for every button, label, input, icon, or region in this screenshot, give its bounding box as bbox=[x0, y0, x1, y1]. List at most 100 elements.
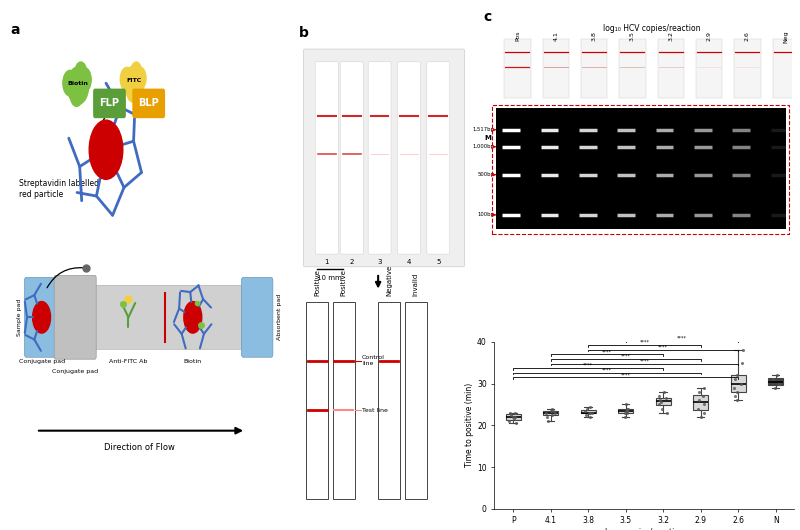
Text: 4.1: 4.1 bbox=[554, 31, 558, 41]
Point bbox=[586, 409, 598, 417]
Bar bbox=[773, 39, 799, 98]
Text: Pos: Pos bbox=[515, 31, 520, 41]
Point bbox=[546, 404, 558, 413]
Point bbox=[693, 388, 706, 396]
FancyBboxPatch shape bbox=[54, 276, 96, 359]
Bar bbox=[333, 302, 354, 499]
Point bbox=[653, 400, 666, 409]
Text: Absorbent pad: Absorbent pad bbox=[277, 294, 282, 340]
PathPatch shape bbox=[543, 411, 558, 416]
FancyBboxPatch shape bbox=[93, 89, 126, 118]
Point bbox=[655, 398, 668, 407]
Text: c: c bbox=[483, 10, 491, 24]
Text: 3: 3 bbox=[378, 259, 382, 264]
Point bbox=[548, 409, 561, 417]
Point bbox=[619, 400, 632, 409]
Text: 3.5: 3.5 bbox=[630, 31, 635, 41]
Point bbox=[660, 394, 673, 402]
Text: 100bp: 100bp bbox=[477, 213, 494, 217]
Y-axis label: Time to positive (min): Time to positive (min) bbox=[466, 383, 474, 467]
Point bbox=[621, 407, 634, 415]
Point bbox=[622, 404, 634, 413]
FancyBboxPatch shape bbox=[303, 49, 465, 267]
PathPatch shape bbox=[693, 395, 708, 410]
PathPatch shape bbox=[618, 409, 633, 413]
Point bbox=[654, 396, 666, 404]
Point bbox=[653, 392, 666, 400]
Point bbox=[578, 407, 591, 415]
Text: log₁₀ HCV copies/reaction: log₁₀ HCV copies/reaction bbox=[603, 24, 700, 33]
Point bbox=[729, 375, 742, 384]
Bar bbox=[504, 39, 530, 98]
Point bbox=[661, 409, 674, 417]
Text: Anti-FITC Ab: Anti-FITC Ab bbox=[110, 359, 147, 364]
Circle shape bbox=[75, 62, 86, 82]
Point bbox=[769, 384, 782, 392]
Point bbox=[655, 404, 668, 413]
Text: BLP: BLP bbox=[138, 99, 159, 109]
Point bbox=[728, 384, 741, 392]
Point bbox=[694, 413, 707, 421]
PathPatch shape bbox=[768, 378, 783, 385]
Point bbox=[506, 413, 519, 421]
Point bbox=[582, 409, 595, 417]
Circle shape bbox=[133, 67, 146, 90]
Text: Positive: Positive bbox=[341, 269, 346, 296]
Bar bbox=[405, 302, 426, 499]
Text: ****: **** bbox=[602, 349, 612, 354]
Point bbox=[619, 407, 632, 415]
Point bbox=[509, 419, 522, 428]
Point bbox=[504, 409, 517, 417]
Text: Biotin: Biotin bbox=[184, 359, 202, 364]
Circle shape bbox=[77, 67, 91, 92]
Point bbox=[736, 358, 749, 367]
Text: ****: **** bbox=[621, 372, 630, 377]
Text: 2: 2 bbox=[350, 259, 354, 264]
Text: Neg: Neg bbox=[783, 31, 788, 43]
Point bbox=[658, 388, 670, 396]
Text: Conjugate pad: Conjugate pad bbox=[52, 369, 98, 374]
Bar bbox=[658, 39, 684, 98]
Text: ****: **** bbox=[621, 354, 630, 359]
Circle shape bbox=[127, 82, 138, 102]
Point bbox=[772, 379, 785, 388]
Point bbox=[730, 388, 743, 396]
Bar bbox=[306, 302, 328, 499]
Text: ****: **** bbox=[602, 367, 612, 373]
Point bbox=[736, 346, 749, 355]
PathPatch shape bbox=[506, 414, 521, 420]
Text: 5: 5 bbox=[436, 259, 441, 264]
Bar bbox=[493, 104, 789, 234]
Point bbox=[580, 411, 593, 419]
Text: 10 mm: 10 mm bbox=[318, 275, 342, 281]
Bar bbox=[581, 39, 607, 98]
FancyBboxPatch shape bbox=[25, 277, 60, 357]
Text: Invalid: Invalid bbox=[413, 272, 418, 296]
Circle shape bbox=[131, 62, 142, 80]
Circle shape bbox=[120, 67, 134, 91]
Text: 500bp: 500bp bbox=[477, 172, 494, 177]
Text: ****: **** bbox=[677, 335, 687, 340]
Bar bbox=[696, 39, 722, 98]
Text: Conjugate pad: Conjugate pad bbox=[18, 359, 65, 364]
Point bbox=[581, 404, 594, 413]
Point bbox=[547, 407, 560, 415]
Text: FITC: FITC bbox=[126, 78, 142, 83]
Text: Sample pad: Sample pad bbox=[17, 298, 22, 336]
Text: ****: **** bbox=[639, 358, 650, 364]
Point bbox=[584, 409, 597, 417]
Point bbox=[618, 409, 631, 417]
PathPatch shape bbox=[656, 398, 670, 405]
Point bbox=[620, 404, 633, 413]
Text: 3.8: 3.8 bbox=[592, 31, 597, 41]
Point bbox=[541, 413, 554, 421]
Text: 1,000bp: 1,000bp bbox=[472, 144, 494, 149]
Text: 3.2: 3.2 bbox=[668, 31, 674, 41]
Text: Direction of Flow: Direction of Flow bbox=[104, 443, 175, 452]
Text: Negative: Negative bbox=[386, 264, 392, 296]
Text: Biotin: Biotin bbox=[67, 81, 89, 86]
Text: b: b bbox=[299, 26, 309, 40]
Point bbox=[697, 409, 710, 417]
PathPatch shape bbox=[730, 375, 746, 392]
Circle shape bbox=[63, 70, 78, 96]
